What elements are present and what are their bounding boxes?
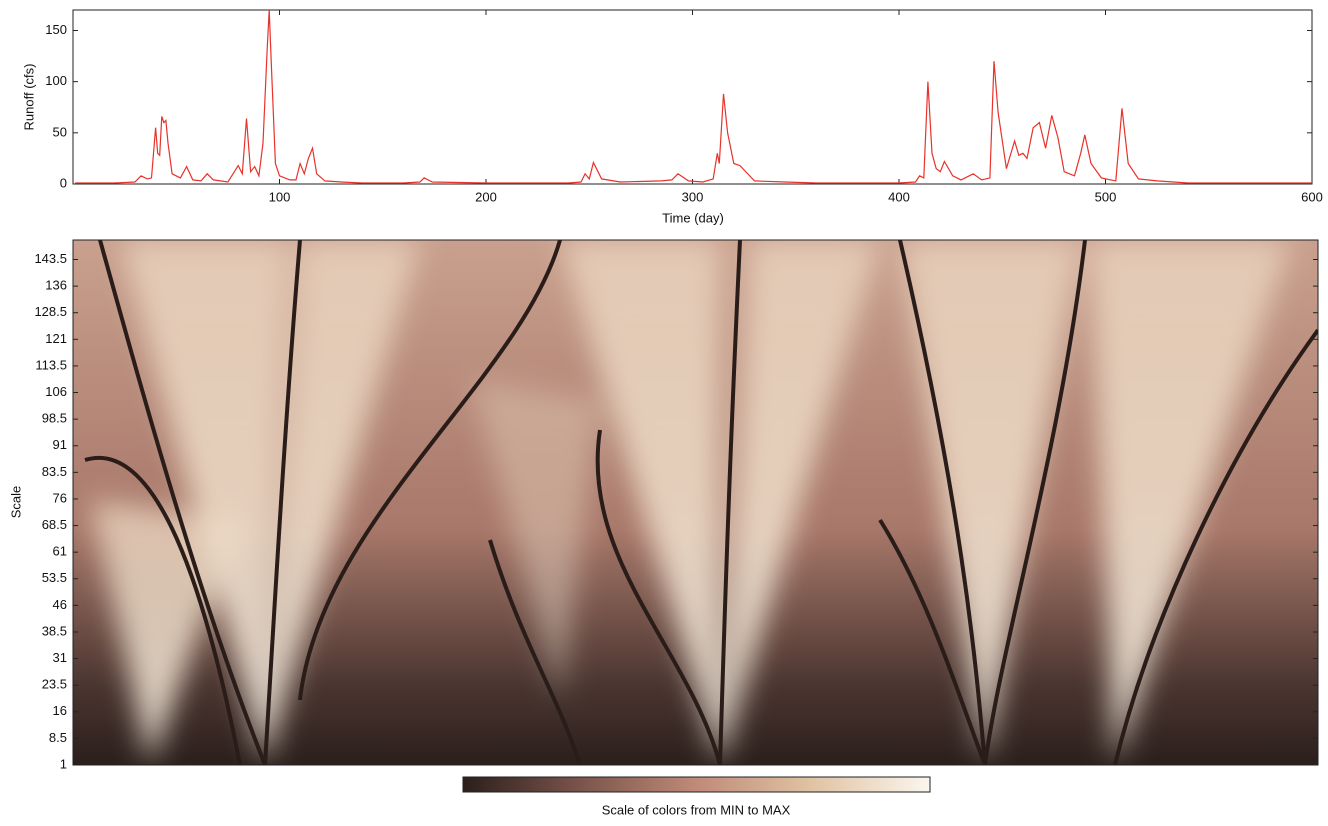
x-tick-label: 400 (888, 189, 910, 204)
x-tick-label: 100 (269, 189, 291, 204)
y-tick-label: 113.5 (35, 357, 67, 372)
y-tick-label: 61 (53, 544, 67, 559)
y-tick-label: 31 (53, 650, 67, 665)
y-axis-label: Scale (8, 486, 23, 519)
y-tick-label: 50 (53, 124, 67, 139)
y-tick-label: 23.5 (42, 677, 67, 692)
y-tick-label: 83.5 (42, 464, 67, 479)
y-tick-label: 121 (45, 331, 67, 346)
y-tick-label: 136 (45, 278, 67, 293)
colorbar (462, 776, 931, 793)
y-tick-label: 38.5 (42, 623, 67, 638)
y-tick-label: 91 (53, 437, 67, 452)
runoff-line (75, 9, 1312, 184)
y-axis-label: Runoff (cfs) (21, 64, 36, 131)
colorbar-label: Scale of colors from MIN to MAX (602, 802, 791, 817)
y-tick-label: 100 (45, 73, 67, 88)
x-tick-label: 600 (1301, 189, 1323, 204)
y-tick-label: 1 (60, 756, 67, 771)
y-tick-label: 8.5 (49, 730, 67, 745)
top-plot-frame (72, 9, 1313, 185)
scalogram-frame (72, 239, 1319, 766)
y-tick-label: 106 (45, 384, 67, 399)
y-tick-label: 143.5 (34, 251, 67, 266)
scalogram (73, 240, 1318, 765)
y-tick-label: 68.5 (42, 517, 67, 532)
y-tick-label: 98.5 (42, 411, 67, 426)
y-tick-label: 76 (53, 490, 67, 505)
x-tick-label: 300 (682, 189, 704, 204)
y-tick-label: 150 (45, 22, 67, 37)
y-tick-label: 16 (53, 703, 67, 718)
x-tick-label: 200 (475, 189, 497, 204)
y-tick-label: 46 (53, 597, 67, 612)
x-axis-label: Time (day) (662, 210, 724, 225)
y-tick-label: 128.5 (34, 304, 67, 319)
y-tick-label: 0 (60, 175, 67, 190)
y-tick-label: 53.5 (42, 570, 67, 585)
x-tick-label: 500 (1095, 189, 1117, 204)
